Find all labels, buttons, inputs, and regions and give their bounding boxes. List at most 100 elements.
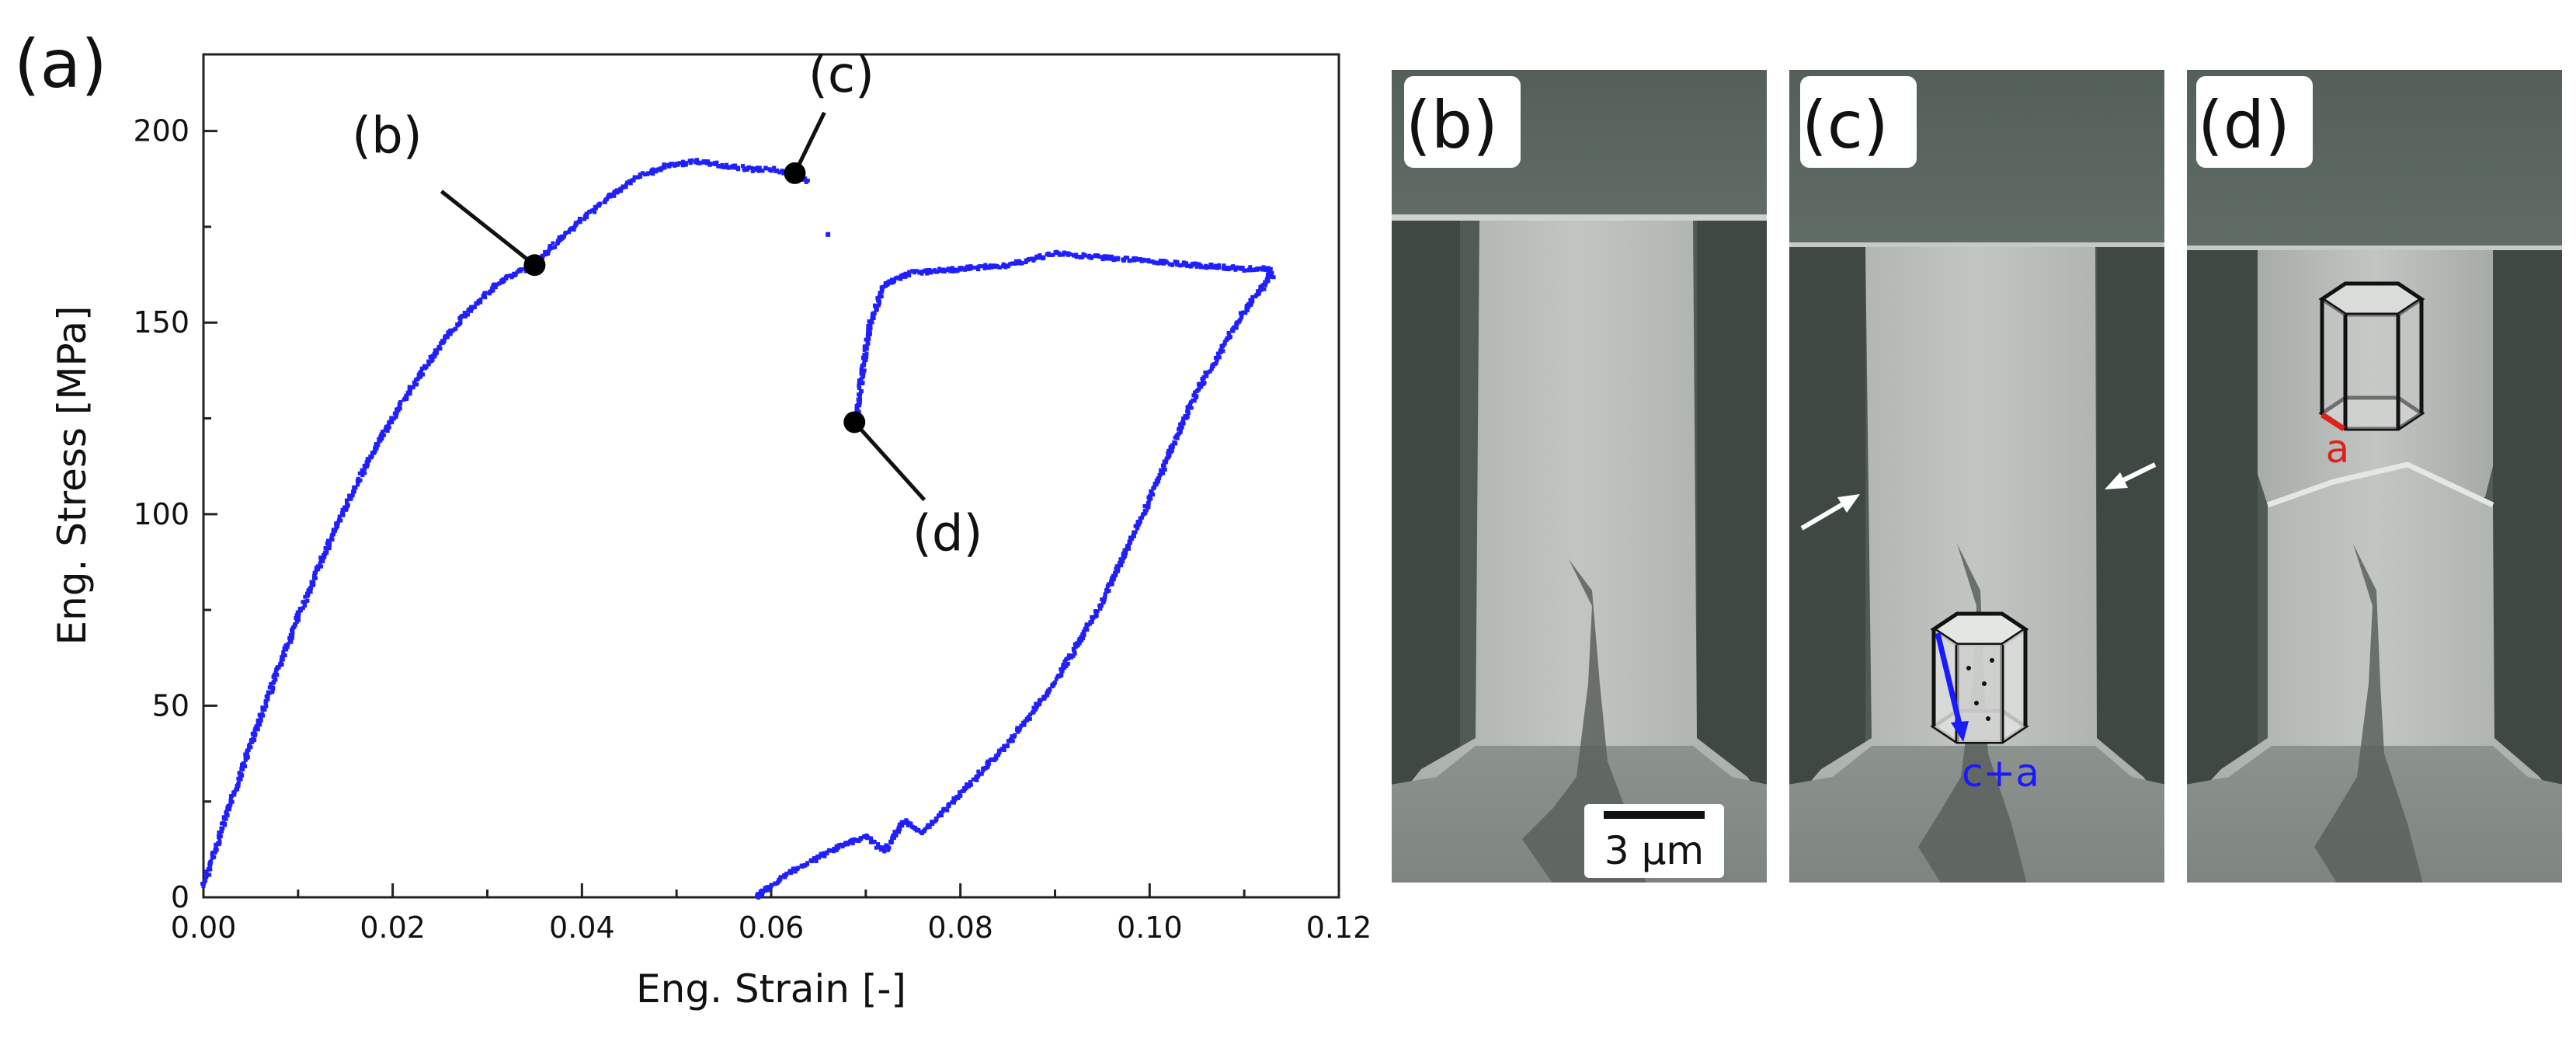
data-point	[1077, 641, 1082, 646]
x-tick-label: 0.08	[927, 911, 993, 945]
data-point	[505, 273, 509, 278]
data-point	[483, 295, 488, 300]
data-point	[207, 872, 212, 877]
data-point	[986, 759, 990, 764]
data-point	[1103, 592, 1107, 597]
data-point	[819, 851, 823, 856]
data-point	[763, 886, 767, 890]
data-point	[1201, 374, 1206, 379]
data-point	[1133, 530, 1138, 534]
data-point	[239, 771, 244, 776]
data-point	[780, 169, 784, 173]
data-point	[227, 807, 231, 812]
data-point	[308, 590, 313, 594]
data-point	[363, 466, 367, 471]
data-point	[934, 270, 939, 274]
data-point	[593, 204, 597, 209]
data-point	[953, 267, 958, 272]
data-point	[850, 841, 854, 845]
data-point	[305, 593, 310, 597]
data-point	[551, 241, 555, 245]
data-point	[270, 685, 275, 690]
data-point	[742, 168, 747, 172]
data-point	[982, 264, 986, 269]
data-point	[990, 757, 995, 761]
data-point	[812, 856, 816, 861]
data-point	[1248, 265, 1253, 270]
data-point	[1086, 255, 1091, 259]
data-point	[894, 834, 899, 837]
data-point	[756, 169, 761, 173]
data-point	[578, 217, 582, 221]
data-point	[1245, 308, 1250, 312]
data-point	[651, 167, 655, 172]
data-point	[440, 339, 445, 343]
data-point	[1166, 455, 1171, 460]
data-point	[1218, 348, 1223, 353]
data-point	[1010, 734, 1014, 739]
data-point	[1076, 639, 1081, 643]
data-point	[282, 646, 287, 651]
data-point	[327, 546, 332, 551]
data-point	[337, 514, 342, 519]
data-point	[303, 599, 308, 604]
data-point	[1100, 597, 1104, 602]
data-point	[747, 165, 752, 169]
data-point	[654, 168, 659, 172]
data-point	[1234, 322, 1239, 326]
data-point	[360, 473, 365, 478]
annotation-leader	[853, 420, 926, 502]
data-point	[1121, 257, 1125, 262]
data-point	[262, 706, 266, 711]
data-point	[1175, 263, 1180, 267]
data-point	[1201, 380, 1205, 385]
data-point	[814, 857, 819, 862]
data-point	[907, 273, 912, 278]
data-point	[766, 888, 770, 893]
data-point	[705, 161, 710, 165]
data-point	[916, 827, 921, 832]
data-point	[864, 356, 868, 360]
data-point	[386, 424, 391, 429]
data-point	[867, 329, 872, 333]
data-point	[891, 280, 895, 285]
data-point	[720, 165, 725, 169]
data-point	[1249, 301, 1253, 306]
data-point	[1262, 287, 1267, 291]
data-point	[789, 869, 794, 874]
data-point	[1100, 257, 1105, 262]
data-point	[857, 409, 861, 414]
data-point	[433, 348, 437, 353]
data-point	[1083, 253, 1087, 258]
data-point	[892, 830, 897, 834]
data-point	[899, 820, 904, 824]
data-point	[381, 430, 385, 434]
data-point	[1210, 363, 1215, 367]
data-point	[1214, 360, 1218, 365]
data-point	[325, 548, 329, 553]
data-point	[1009, 736, 1013, 741]
data-point	[979, 264, 984, 269]
data-point	[267, 690, 272, 695]
data-point	[435, 350, 440, 355]
data-point	[982, 266, 987, 270]
data-point	[385, 429, 390, 433]
data-point	[357, 471, 362, 475]
data-point	[1059, 673, 1064, 677]
data-point	[1110, 580, 1114, 585]
data-point	[825, 851, 829, 856]
data-point	[206, 866, 210, 871]
data-point	[1072, 651, 1077, 656]
data-point	[1002, 743, 1006, 748]
data-point	[510, 273, 515, 278]
data-point	[1265, 275, 1270, 280]
data-point	[998, 265, 1003, 270]
data-point	[1263, 283, 1267, 287]
data-point	[1090, 256, 1094, 260]
data-point	[1061, 663, 1066, 667]
data-point	[880, 287, 885, 291]
data-point	[1271, 275, 1276, 280]
data-point	[1034, 705, 1039, 709]
data-point	[1123, 256, 1128, 260]
data-point	[288, 632, 293, 637]
